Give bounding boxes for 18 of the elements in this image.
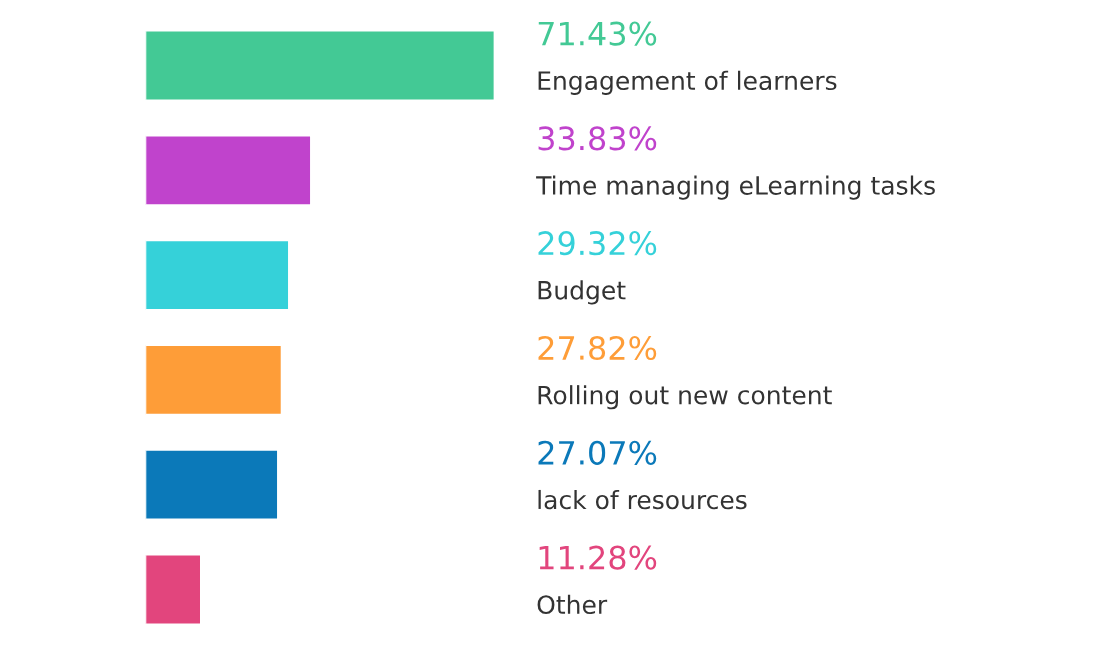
bar bbox=[145, 135, 312, 206]
y-tick-label: Time managing eLearning tasks bbox=[536, 175, 935, 200]
data-label: 27.07% bbox=[538, 440, 657, 465]
data-label: 27.82% bbox=[538, 335, 657, 361]
y-tick-label: Engagement of learners bbox=[538, 70, 837, 95]
bar bbox=[145, 554, 202, 625]
y-tick-label: Budget bbox=[538, 280, 626, 305]
data-label: 33.83% bbox=[538, 126, 657, 151]
data-label: 29.32% bbox=[538, 231, 657, 256]
y-tick-label: Rolling out new content bbox=[538, 385, 832, 410]
bar bbox=[145, 239, 290, 311]
y-tick-label: Other bbox=[537, 594, 608, 615]
data-label: 11.28% bbox=[539, 545, 657, 570]
bar bbox=[145, 30, 496, 101]
bar bbox=[145, 449, 279, 520]
y-tick-label: lack of resources bbox=[538, 489, 747, 510]
bar bbox=[145, 344, 283, 416]
data-label: 71.43% bbox=[538, 21, 657, 46]
